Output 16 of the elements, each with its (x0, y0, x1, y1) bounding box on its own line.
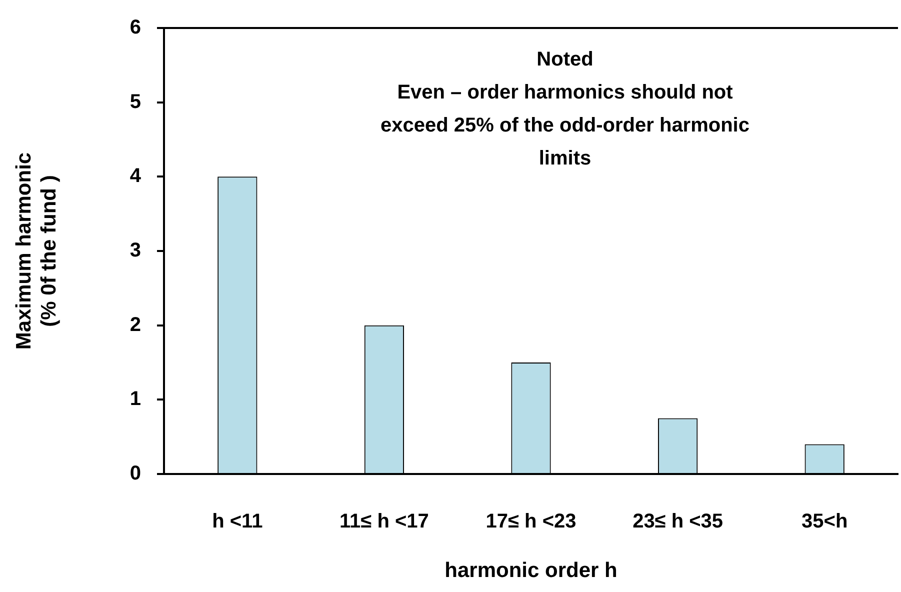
annotation: Noted (536, 48, 594, 71)
annotation: Even – order harmonics should not exceed 25% of the odd-order harmonic limits (380, 82, 750, 170)
y-tick-label: 0 (130, 462, 141, 485)
y-tick-label: 5 (130, 90, 141, 113)
y-tick-label: 1 (130, 388, 141, 410)
x-tick-label: 17≤ h <23 (486, 510, 576, 533)
x-tick-label: 11≤ h <17 (340, 510, 429, 533)
y-tick-label: 4 (130, 165, 142, 188)
x-tick-label: h <11 (212, 510, 263, 533)
x-tick-label: 35<h (802, 510, 848, 533)
y-tick-label: 6 (130, 16, 141, 39)
y-axis-title: Maximum harmonic (% 0f the fund ) (12, 152, 61, 350)
y-tick-label: 2 (130, 314, 141, 336)
x-tick-label: 23≤ h <35 (632, 510, 724, 533)
x-axis-title: harmonic order h (444, 559, 618, 582)
y-tick-label: 3 (130, 240, 141, 262)
